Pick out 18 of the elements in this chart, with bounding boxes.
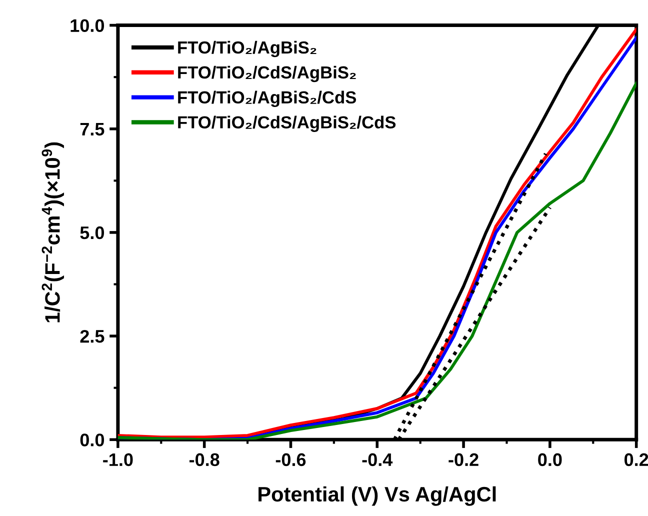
x-axis-title: Potential (V) Vs Ag/AgCl xyxy=(258,486,496,506)
y-tick-label: 2.5 xyxy=(80,330,104,343)
x-tick-label: -1.0 xyxy=(103,453,133,466)
x-tick-label: 0.2 xyxy=(624,453,648,466)
x-tick-label: -0.4 xyxy=(362,453,393,466)
x-tick-label: -0.8 xyxy=(189,453,220,466)
text: 1/C$^{2}$(F$^{−2}$cm$^{4}$)(×10$^{9}$) xyxy=(42,142,64,322)
legend-label: FTO/TiO₂/AgBiS₂/CdS xyxy=(178,90,356,108)
x-tick-label: -0.2 xyxy=(448,453,478,466)
y-tick-label: 5.0 xyxy=(80,226,104,240)
y-tick-label: 0.0 xyxy=(80,434,104,446)
legend-label: FTO/TiO₂/CdS/AgBiS₂/CdS xyxy=(178,116,396,132)
legend-label: FTO/TiO₂/AgBiS₂ xyxy=(178,40,316,58)
x-tick-label: -0.6 xyxy=(276,453,306,466)
y-tick-label: 10.0 xyxy=(70,19,104,32)
legend-label: FTO/TiO₂/CdS/AgBiS₂ xyxy=(178,66,356,82)
y-tick-label: 7.5 xyxy=(80,122,104,136)
x-tick-label: 0.0 xyxy=(538,453,562,466)
